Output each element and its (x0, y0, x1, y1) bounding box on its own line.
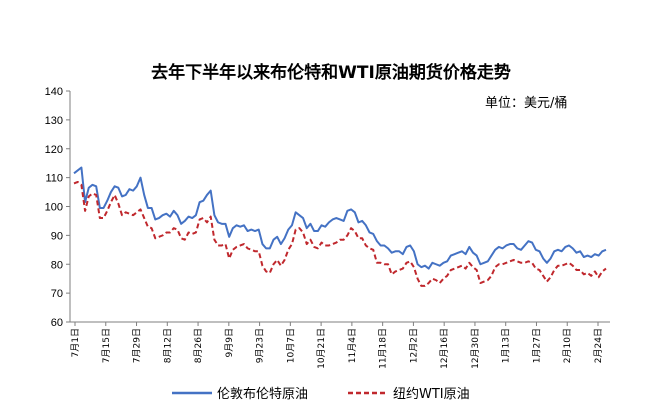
x-tick-label: 9月23日 (255, 328, 266, 363)
x-tick-label: 1月27日 (531, 328, 542, 363)
y-ticks: 60 70 80 90 100 110 120 130 140 (45, 86, 70, 329)
y-tick-label: 90 (51, 230, 63, 242)
y-tick-label: 140 (45, 86, 63, 98)
x-tick-label: 12月2日 (408, 328, 419, 363)
unit-label: 单位：美元/桶 (485, 96, 567, 111)
x-tick-label: 10月7日 (285, 328, 296, 363)
x-tick-label: 2月10日 (562, 328, 573, 363)
y-tick-label: 120 (45, 144, 63, 156)
y-tick-label: 60 (51, 317, 63, 329)
x-tick-label: 2月24日 (593, 328, 604, 363)
y-tick-label: 70 (51, 288, 63, 300)
chart-title: 去年下半年以来布伦特和WTI原油期货价格走势 (151, 62, 511, 83)
legend-label-wti: 纽约WTI原油 (393, 387, 470, 402)
x-tick-label: 8月26日 (193, 328, 204, 363)
axes (69, 91, 610, 323)
series-line-brent (73, 166, 607, 270)
x-ticks: 7月1日 7月15日 7月29日 8月12日 8月26日 9月9日 9月23日 10月7日 10… (70, 322, 604, 369)
y-tick-label: 130 (45, 115, 63, 127)
legend-label-brent: 伦敦布伦特原油 (217, 386, 308, 402)
legend: 伦敦布伦特原油 纽约WTI原油 (172, 386, 470, 402)
x-tick-label: 7月29日 (132, 328, 143, 363)
x-tick-label: 7月1日 (70, 328, 81, 357)
legend-item-brent: 伦敦布伦特原油 (172, 386, 308, 402)
x-tick-label: 12月30日 (470, 328, 481, 369)
x-tick-label: 11月4日 (347, 328, 358, 363)
legend-item-wti: 纽约WTI原油 (348, 387, 470, 402)
x-tick-label: 10月21日 (316, 328, 327, 369)
y-tick-label: 110 (45, 173, 63, 185)
series-line-wti (73, 180, 607, 287)
y-tick-label: 100 (45, 202, 63, 214)
x-tick-label: 11月18日 (378, 328, 389, 369)
x-tick-label: 7月15日 (101, 328, 112, 363)
x-tick-label: 1月13日 (501, 328, 512, 363)
x-tick-label: 9月9日 (224, 328, 235, 357)
x-tick-label: 8月12日 (162, 328, 173, 363)
x-tick-label: 12月16日 (439, 328, 450, 369)
y-tick-label: 80 (51, 259, 63, 271)
series-layer (73, 166, 607, 287)
